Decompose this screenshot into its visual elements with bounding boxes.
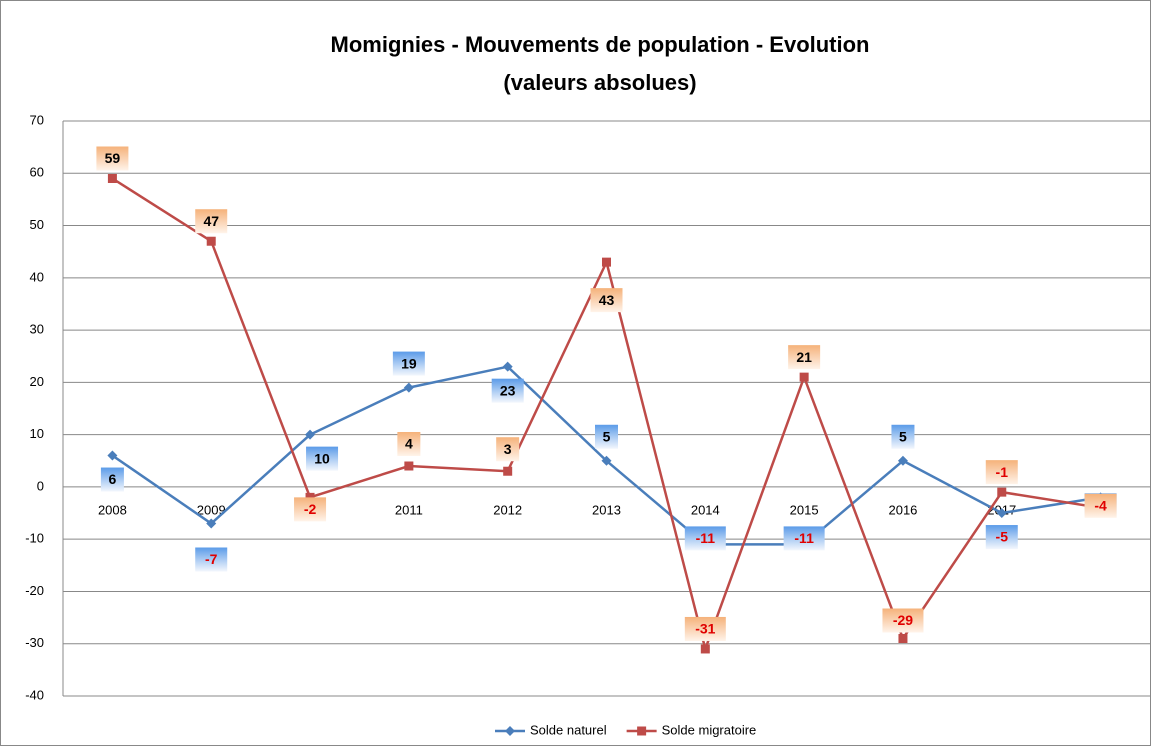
point: [404, 461, 414, 471]
value-label: 47: [203, 213, 219, 229]
value-label: -31: [695, 621, 715, 637]
value-label-box: [783, 526, 825, 551]
value-label: -5: [996, 529, 1009, 545]
point: [305, 429, 316, 440]
x-tick-label: 2012: [493, 502, 522, 517]
x-tick-label: 2009: [197, 502, 226, 517]
point: [996, 508, 1007, 519]
value-label: 10: [314, 450, 330, 466]
value-label-box: [590, 288, 623, 313]
y-tick-label: 50: [30, 217, 44, 232]
point: [601, 455, 612, 466]
value-label: 21: [796, 349, 812, 365]
value-label-box: [96, 146, 129, 171]
value-label: 6: [109, 471, 117, 487]
value-label: -2: [304, 501, 317, 517]
point: [502, 361, 513, 372]
value-label-box: [195, 209, 228, 234]
point: [637, 726, 647, 736]
point: [602, 257, 611, 267]
value-label-box: [195, 547, 228, 572]
point: [897, 455, 908, 466]
x-tick-label: 2015: [790, 502, 819, 517]
value-label: -7: [205, 551, 218, 567]
y-tick-label: 20: [30, 374, 44, 389]
value-label: 5: [603, 428, 611, 444]
value-label-box: [392, 351, 425, 376]
legend-label: Solde naturel: [530, 722, 607, 737]
value-label-box: [595, 424, 618, 449]
point: [206, 518, 217, 529]
value-label-box: [491, 378, 524, 403]
y-tick-label: 0: [37, 478, 44, 493]
point: [997, 487, 1007, 497]
value-label: -1: [996, 464, 1009, 480]
value-label: -11: [794, 530, 814, 546]
chart-title: Momignies - Mouvements de population - E…: [331, 32, 870, 57]
value-label: 5: [899, 428, 907, 444]
chart-title: (valeurs absolues): [503, 70, 696, 95]
value-label-box: [294, 497, 327, 522]
point: [503, 466, 513, 476]
value-label-box: [788, 345, 821, 370]
x-tick-label: 2014: [691, 502, 720, 517]
value-label-box: [1084, 493, 1117, 518]
value-label: 19: [401, 355, 417, 371]
value-label-box: [100, 467, 124, 492]
value-label-box: [496, 437, 520, 462]
value-label-box: [684, 616, 726, 641]
value-label-box: [684, 526, 726, 551]
x-tick-label: 2008: [98, 502, 127, 517]
y-tick-label: -20: [25, 583, 44, 598]
value-label: 43: [599, 292, 615, 308]
value-label: -4: [1094, 498, 1107, 514]
y-tick-label: -40: [25, 687, 44, 702]
point: [700, 644, 710, 654]
point: [107, 174, 117, 183]
value-label-box: [891, 424, 915, 449]
x-tick-label: 2013: [592, 502, 621, 517]
value-label-box: [397, 432, 421, 456]
x-tick-label: 2016: [888, 502, 917, 517]
y-tick-label: -10: [25, 531, 44, 546]
point: [898, 634, 908, 643]
legend-label: Solde migratoire: [662, 722, 757, 737]
value-label: 59: [105, 150, 121, 166]
point: [403, 382, 414, 393]
y-tick-label: 30: [30, 322, 44, 337]
value-label: 23: [500, 382, 516, 398]
value-label: -29: [893, 612, 913, 628]
value-label: 3: [504, 441, 512, 457]
y-tick-label: -30: [25, 635, 44, 650]
value-label: 4: [405, 436, 413, 452]
x-tick-label: 2011: [395, 502, 423, 517]
y-tick-label: 40: [30, 269, 44, 284]
value-label-box: [306, 446, 339, 471]
value-label-box: [985, 525, 1018, 550]
y-tick-label: 70: [30, 112, 44, 127]
point: [505, 726, 515, 736]
y-tick-label: 60: [30, 165, 44, 180]
value-label-box: [985, 460, 1018, 485]
point: [107, 450, 118, 461]
y-tick-label: 10: [30, 426, 44, 441]
value-label: -11: [696, 530, 716, 546]
value-label-box: [882, 608, 924, 633]
point: [799, 372, 809, 382]
point: [206, 236, 216, 246]
